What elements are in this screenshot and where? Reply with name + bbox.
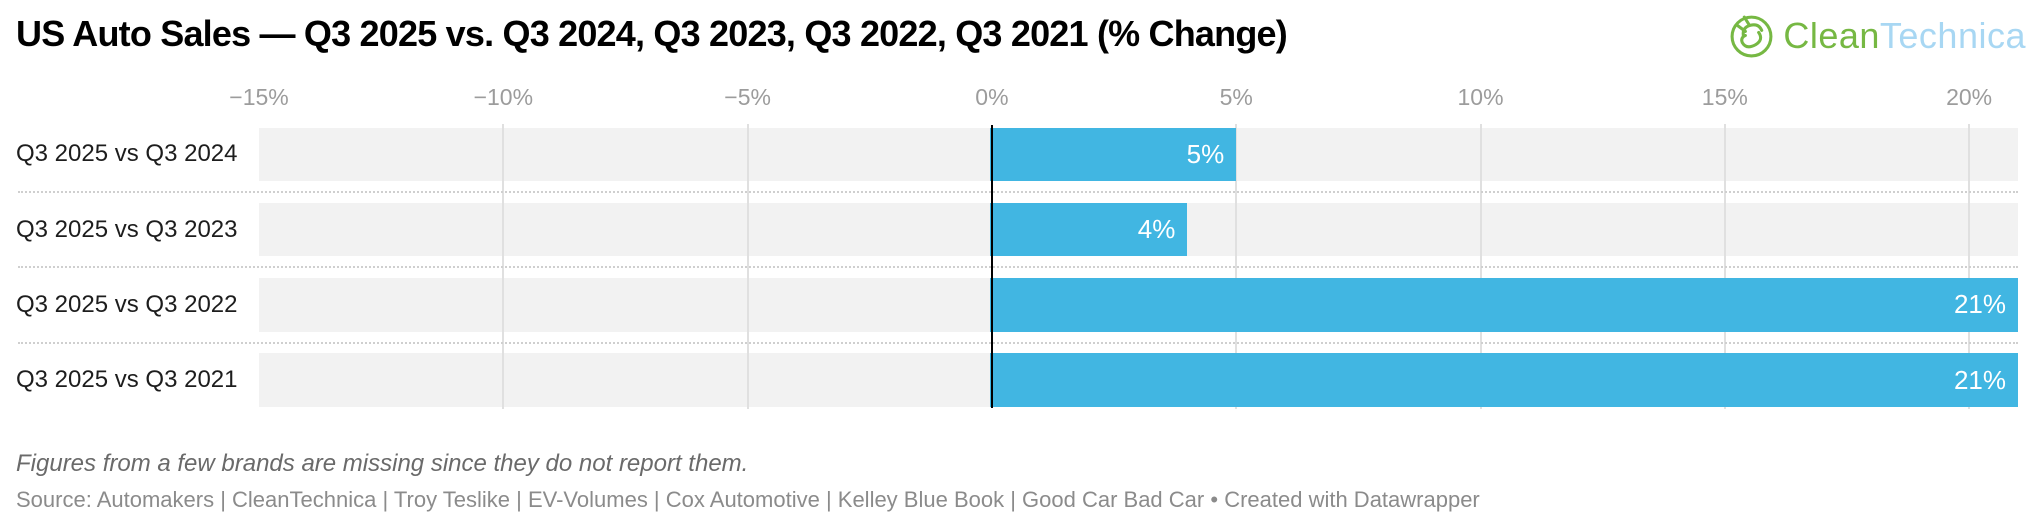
cleantechnica-wordmark: CleanTechnica [1783, 15, 2026, 57]
source-text: Source: Automakers | CleanTechnica | Tro… [16, 487, 1205, 512]
bar[interactable]: 4% [989, 202, 1188, 257]
bar-value-label: 5% [1186, 138, 1225, 169]
row-separator-dotted-line [18, 341, 2018, 344]
bar-value-label: 4% [1137, 214, 1176, 245]
x-axis-tick-label: −5% [724, 84, 771, 110]
cleantechnica-leaf-plug-icon [1730, 15, 1773, 58]
x-axis-tick-label: 15% [1701, 84, 1748, 110]
chart-title: US Auto Sales — Q3 2025 vs. Q3 2024, Q3 … [16, 13, 1288, 54]
row-category-label: Q3 2025 vs Q3 2024 [16, 140, 238, 168]
x-axis-tick-label: 20% [1946, 84, 1993, 110]
x-axis-tick-label: −15% [229, 84, 289, 110]
x-axis-tick-label: 0% [975, 84, 1009, 110]
bar-value-label: 21% [1953, 289, 2006, 320]
row-category-label: Q3 2025 vs Q3 2021 [16, 366, 238, 394]
x-axis-tick-label: 5% [1219, 84, 1253, 110]
row-category-label: Q3 2025 vs Q3 2023 [16, 215, 238, 243]
logo-text-clean: Clean [1783, 14, 1880, 56]
bar[interactable]: 21% [989, 278, 2018, 332]
datawrapper-attribution-link[interactable]: Created with Datawrapper [1224, 487, 1480, 512]
bar[interactable]: 5% [989, 127, 1237, 181]
zero-baseline [990, 125, 994, 408]
bar-value-label: 21% [1953, 364, 2006, 395]
chart-footnote: Figures from a few brands are missing si… [16, 450, 749, 477]
cleantechnica-logo[interactable]: CleanTechnica [1728, 12, 2026, 59]
row-category-label: Q3 2025 vs Q3 2022 [16, 290, 238, 318]
row-separator-dotted-line [18, 266, 2018, 269]
source-bullet: • [1210, 487, 1219, 512]
row-separator-dotted-line [18, 190, 2018, 193]
bar[interactable]: 21% [989, 353, 2018, 407]
x-axis-tick-label: 10% [1457, 84, 1504, 110]
logo-text-technica: Technica [1879, 14, 2026, 56]
x-axis-tick-label: −10% [473, 84, 534, 110]
source-line: Source: Automakers | CleanTechnica | Tro… [16, 487, 1480, 513]
